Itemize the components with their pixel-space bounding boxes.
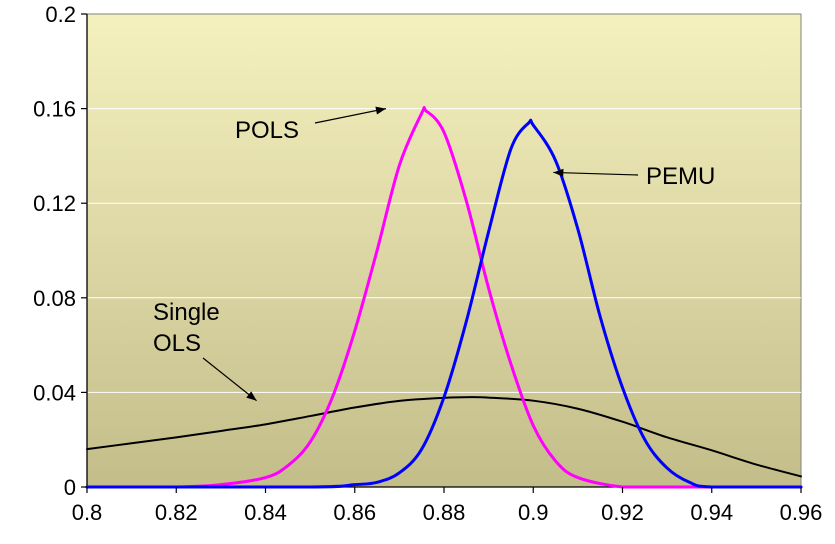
y-tick-label: 0.16: [33, 97, 76, 122]
y-axis-ticks: 0 0.04 0.08 0.12 0.16 0.2: [33, 2, 87, 500]
x-tick-label: 0.82: [155, 500, 198, 525]
x-tick-label: 0.8: [72, 500, 103, 525]
x-tick-label: 0.86: [333, 500, 376, 525]
annotations: POLS PEMU Single OLS: [153, 106, 715, 402]
y-tick-label: 0.12: [33, 191, 76, 216]
x-tick-label: 0.94: [690, 500, 733, 525]
annotation-single-ols-line1: Single: [153, 299, 220, 326]
series-line-pols: [85, 106, 803, 489]
x-tick-label: 0.88: [423, 500, 466, 525]
annotation-pemu-label: PEMU: [646, 163, 715, 190]
annotation-pols-arrow: [314, 106, 387, 124]
x-tick-label: 0.92: [601, 500, 644, 525]
y-tick-label: 0.2: [45, 2, 76, 27]
series-line-single-ols: [86, 396, 802, 478]
y-tick-label: 0.04: [33, 380, 76, 405]
plot-area: [86, 13, 802, 488]
series-line-pemu: [85, 118, 803, 489]
series-layer: [85, 106, 803, 489]
x-tick-label: 0.9: [518, 500, 549, 525]
annotation-single-ols-arrow: [202, 357, 257, 402]
annotation-single-ols-line2: OLS: [153, 330, 201, 357]
x-tick-label: 0.96: [780, 500, 823, 525]
annotation-pemu-arrow: [553, 168, 639, 177]
gridlines: [87, 108, 801, 393]
x-axis-ticks: 0.8 0.82 0.84 0.86 0.88 0.9 0.92 0.94 0.96: [72, 487, 823, 525]
y-tick-label: 0: [64, 475, 76, 500]
annotation-pols-label: POLS: [235, 117, 299, 144]
y-tick-label: 0.08: [33, 286, 76, 311]
x-tick-label: 0.84: [244, 500, 287, 525]
